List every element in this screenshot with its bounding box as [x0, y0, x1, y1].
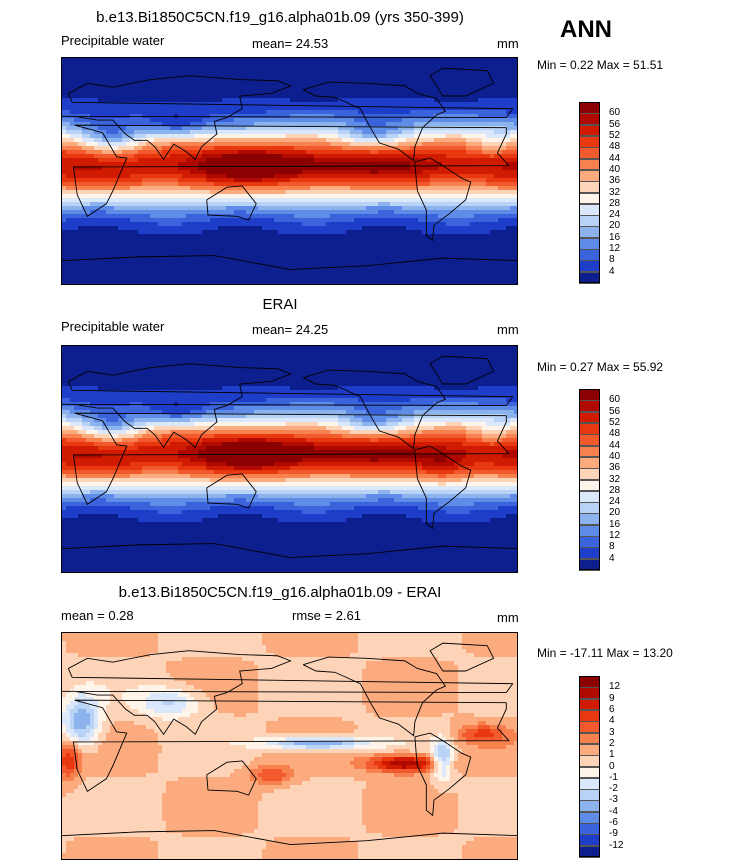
colorbar-tick-label: 16 — [609, 518, 621, 530]
colorbar-tick-label: 1 — [609, 749, 615, 761]
colorbar-tick-label: 48 — [609, 141, 621, 153]
colorbar-tick-label: 56 — [609, 405, 621, 417]
coastline — [302, 656, 447, 737]
panel-2-units: mm — [497, 322, 519, 337]
coastline — [206, 473, 257, 509]
colorbar-tick-label: -2 — [609, 783, 618, 795]
colorbar-tick-label: 12 — [609, 530, 621, 542]
coastline — [414, 445, 472, 530]
colorbar-tick-label: 12 — [609, 243, 621, 255]
coastline — [206, 760, 257, 796]
colorbar-tick-label: -12 — [609, 839, 624, 851]
coastline — [414, 732, 472, 817]
colorbar-frame — [579, 102, 600, 283]
colorbar-tick-label: 24 — [609, 496, 621, 508]
coastline — [62, 75, 514, 161]
coastline — [62, 363, 514, 449]
colorbar-tick-label: -6 — [609, 817, 618, 829]
field-cells — [62, 58, 517, 284]
panel-1-map — [61, 57, 518, 285]
coastline — [62, 543, 517, 558]
colorbar-tick-label: 32 — [609, 186, 621, 198]
colorbar-tick-label: -9 — [609, 828, 618, 840]
colorbar-tick-label: 16 — [609, 231, 621, 243]
field-cells — [62, 346, 517, 572]
colorbar-tick-label: -3 — [609, 794, 618, 806]
panel-3-map — [61, 632, 518, 860]
colorbar-tick-label: 2 — [609, 737, 615, 749]
colorbar-tick-label: 4 — [609, 552, 615, 564]
colorbar-tick-label: -1 — [609, 771, 618, 783]
panel-2-mean-label: mean= 24.25 — [252, 322, 329, 337]
coastline — [62, 830, 517, 845]
panel-3-minmax: Min = -17.11 Max = 13.20 — [537, 646, 673, 660]
colorbar-tick-label: 28 — [609, 484, 621, 496]
coastline — [302, 81, 447, 162]
panel-1-mean-label: mean= 24.53 — [252, 36, 329, 51]
coastline — [62, 255, 517, 270]
panel-3-mean-label: mean = 0.28 — [61, 608, 134, 623]
coastline — [429, 355, 495, 385]
colorbar-tick-label: 52 — [609, 416, 621, 428]
colorbar-tick-label: 36 — [609, 175, 621, 187]
colorbar-tick-label: 40 — [609, 163, 621, 175]
colorbar-tick-label: 32 — [609, 473, 621, 485]
coastline — [206, 185, 257, 221]
colorbar-tick-label: 56 — [609, 118, 621, 130]
panel-2-map-svg — [62, 346, 517, 572]
colorbar-tick-label: -4 — [609, 805, 618, 817]
coastline — [302, 369, 447, 450]
colorbar-tick-label: 60 — [609, 394, 621, 406]
colorbar-tick-label: 24 — [609, 209, 621, 221]
colorbar-tick-label: 44 — [609, 439, 621, 451]
colorbar-tick-label: 4 — [609, 715, 615, 727]
colorbar-tick-label: 48 — [609, 428, 621, 440]
panel-2-variable-label: Precipitable water — [61, 319, 165, 334]
panel-3-units: mm — [497, 610, 519, 625]
colorbar-tick-label: 20 — [609, 220, 621, 232]
panel-1-units: mm — [497, 36, 519, 51]
panel-1-minmax: Min = 0.22 Max = 51.51 — [537, 58, 664, 72]
panel-2-map — [61, 345, 518, 573]
colorbar-tick-label: 28 — [609, 197, 621, 209]
colorbar-tick-label: 8 — [609, 254, 615, 266]
panel-1-variable-label: Precipitable water — [61, 33, 165, 48]
field-cells — [62, 633, 517, 859]
colorbar-tick-label: 20 — [609, 507, 621, 519]
panel-3-title: b.e13.Bi1850C5CN.f19_g16.alpha01b.09 - E… — [118, 584, 442, 601]
panel-2-minmax: Min = 0.27 Max = 55.92 — [537, 360, 664, 374]
panel-3-colorbar: 12 9 6 4 3 2 1 0 -1 -2 -3 -4 -6 -9 -12 — [579, 676, 623, 858]
colorbar-tick-label: 9 — [609, 692, 615, 704]
panel-3-rmse-label: rmse = 2.61 — [292, 608, 362, 623]
season-label: ANN — [560, 16, 612, 43]
colorbar-tick-label: 4 — [609, 265, 615, 277]
colorbar-tick-label: 0 — [609, 760, 615, 772]
colorbar-tick-label: 36 — [609, 462, 621, 474]
colorbar-frame — [579, 676, 600, 857]
colorbar-tick-label: 6 — [609, 703, 615, 715]
colorbar-tick-label: 12 — [609, 681, 621, 693]
coastline — [62, 650, 514, 736]
colorbar-tick-label: 60 — [609, 107, 621, 119]
colorbar-frame — [579, 389, 600, 570]
panel-2-colorbar: 60 56 52 48 44 40 36 32 28 24 20 16 12 8 4 — [579, 389, 620, 571]
coastline — [72, 412, 510, 505]
colorbar-tick-label: 8 — [609, 541, 615, 553]
panel-2-title: ERAI — [262, 296, 298, 313]
panel-3-map-svg — [62, 633, 517, 859]
colorbar-tick-label: 44 — [609, 152, 621, 164]
coastline — [429, 67, 495, 97]
panel-1-title: b.e13.Bi1850C5CN.f19_g16.alpha01b.09 (yr… — [96, 9, 464, 26]
coastline — [429, 642, 495, 672]
coastline — [414, 157, 472, 242]
colorbar-tick-label: 52 — [609, 129, 621, 141]
colorbar-tick-label: 3 — [609, 726, 615, 738]
coastline — [72, 699, 510, 792]
coastline — [72, 124, 510, 217]
colorbar-tick-label: 40 — [609, 450, 621, 462]
panel-1-map-svg — [62, 58, 517, 284]
panel-1-colorbar: 60 56 52 48 44 40 36 32 28 24 20 16 12 8 4 — [579, 102, 620, 284]
